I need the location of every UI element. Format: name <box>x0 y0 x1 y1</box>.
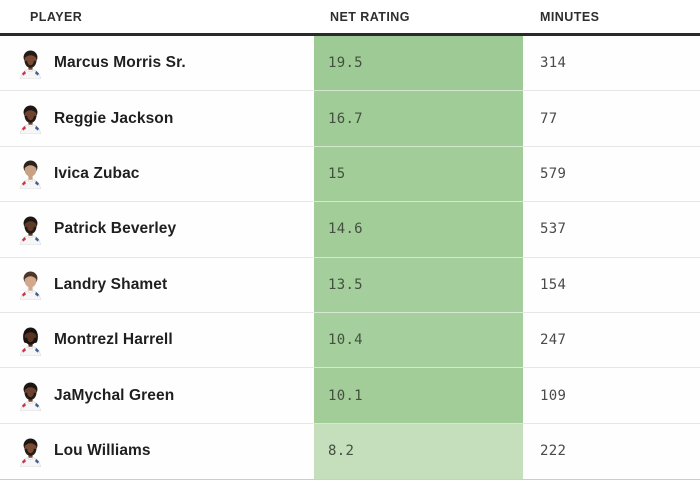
net-rating-cell: 14.6 <box>314 202 523 258</box>
player-headshot-avatar <box>20 105 41 135</box>
net-rating-cell: 8.2 <box>314 423 523 480</box>
net-rating-value: 16.7 <box>328 110 363 127</box>
minutes-cell: 154 <box>523 258 700 313</box>
player-cell: JaMychal Green <box>0 368 314 424</box>
net-rating-cell: 19.5 <box>314 36 523 92</box>
table-header-row: PLAYER NET RATING MINUTES <box>0 0 700 36</box>
minutes-cell: 314 <box>523 36 700 92</box>
column-header-minutes: MINUTES <box>540 9 600 24</box>
player-cell: Reggie Jackson <box>0 91 314 147</box>
minutes-value: 109 <box>540 387 567 404</box>
net-rating-value: 15 <box>328 165 346 182</box>
table-row: Ivica Zubac 15 579 <box>0 146 700 203</box>
minutes-value: 222 <box>540 443 567 460</box>
table-row: Marcus Morris Sr. 19.5 314 <box>0 36 700 92</box>
net-rating-value: 10.1 <box>328 387 363 404</box>
minutes-value: 314 <box>540 55 567 72</box>
table-body: Marcus Morris Sr. 19.5 314 <box>0 36 700 481</box>
player-headshot-avatar <box>20 216 41 245</box>
net-rating-cell: 13.5 <box>314 257 523 313</box>
player-cell: Montrezl Harrell <box>0 313 314 369</box>
table-row: Patrick Beverley 14.6 537 <box>0 202 700 258</box>
player-name: Montrezl Harrell <box>54 331 173 349</box>
player-cell: Ivica Zubac <box>0 147 314 203</box>
net-rating-value: 19.5 <box>328 55 363 72</box>
minutes-value: 154 <box>540 276 567 293</box>
player-name: JaMychal Green <box>54 386 175 404</box>
net-rating-value: 8.2 <box>328 443 355 460</box>
player-headshot-avatar <box>20 50 41 79</box>
net-rating-cell: 10.4 <box>314 312 523 369</box>
minutes-value: 77 <box>540 110 558 127</box>
player-headshot-avatar <box>20 327 41 356</box>
minutes-cell: 579 <box>523 147 700 203</box>
table-row: Landry Shamet 13.5 154 <box>0 257 700 313</box>
minutes-value: 579 <box>540 165 567 182</box>
minutes-value: 537 <box>540 221 567 238</box>
column-header-net-rating: NET RATING <box>330 9 410 24</box>
player-name: Ivica Zubac <box>54 164 140 182</box>
player-cell: Lou Williams <box>0 424 314 479</box>
minutes-cell: 77 <box>523 91 700 147</box>
player-cell: Landry Shamet <box>0 258 314 313</box>
player-name: Landry Shamet <box>54 275 168 293</box>
net-rating-cell: 10.1 <box>314 368 523 424</box>
player-headshot-avatar <box>20 438 41 467</box>
net-rating-value: 14.6 <box>328 221 363 238</box>
player-cell: Patrick Beverley <box>0 202 314 258</box>
player-headshot-avatar <box>20 271 41 301</box>
table-row: JaMychal Green 10.1 109 <box>0 368 700 424</box>
net-rating-cell: 15 <box>314 146 523 203</box>
minutes-cell: 222 <box>523 424 700 479</box>
net-rating-value: 10.4 <box>328 332 363 349</box>
table-row: Lou Williams 8.2 222 <box>0 423 700 480</box>
minutes-cell: 537 <box>523 202 700 258</box>
player-name: Marcus Morris Sr. <box>54 54 186 72</box>
player-name: Reggie Jackson <box>54 109 174 127</box>
column-header-player: PLAYER <box>30 9 83 24</box>
minutes-cell: 247 <box>523 313 700 369</box>
table-row: Montrezl Harrell 10.4 247 <box>0 312 700 369</box>
net-rating-value: 13.5 <box>328 276 363 293</box>
minutes-cell: 109 <box>523 368 700 424</box>
minutes-value: 247 <box>540 332 567 349</box>
player-headshot-avatar <box>20 160 41 190</box>
table-row: Reggie Jackson 16.7 77 <box>0 91 700 147</box>
player-name: Patrick Beverley <box>54 220 177 238</box>
player-headshot-avatar <box>20 382 41 412</box>
player-name: Lou Williams <box>54 442 151 460</box>
net-rating-cell: 16.7 <box>314 91 523 147</box>
player-cell: Marcus Morris Sr. <box>0 36 314 92</box>
